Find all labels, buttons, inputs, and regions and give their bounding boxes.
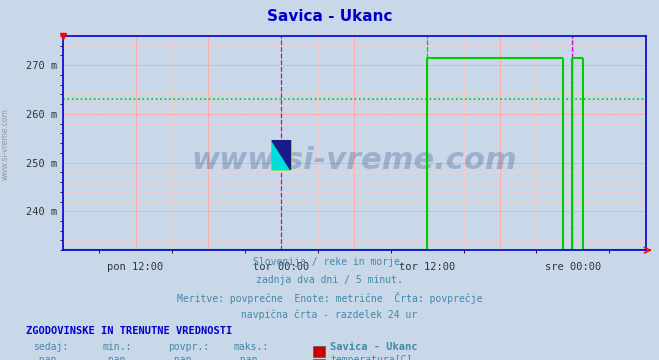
- Text: povpr.:: povpr.:: [168, 342, 209, 352]
- Text: Slovenija / reke in morje.: Slovenija / reke in morje.: [253, 257, 406, 267]
- Text: sedaj:: sedaj:: [33, 342, 68, 352]
- Text: navpična črta - razdelek 24 ur: navpična črta - razdelek 24 ur: [241, 309, 418, 320]
- Text: www.si-vreme.com: www.si-vreme.com: [1, 108, 10, 180]
- Text: temperatura[C]: temperatura[C]: [330, 355, 413, 360]
- Text: Meritve: povprečne  Enote: metrične  Črta: povprečje: Meritve: povprečne Enote: metrične Črta:…: [177, 292, 482, 304]
- Text: Savica - Ukanc: Savica - Ukanc: [330, 342, 417, 352]
- Text: -nan: -nan: [102, 355, 126, 360]
- Polygon shape: [272, 141, 291, 170]
- Text: maks.:: maks.:: [234, 342, 269, 352]
- Text: zadnja dva dni / 5 minut.: zadnja dva dni / 5 minut.: [256, 275, 403, 285]
- Text: -nan: -nan: [234, 355, 258, 360]
- Text: ZGODOVINSKE IN TRENUTNE VREDNOSTI: ZGODOVINSKE IN TRENUTNE VREDNOSTI: [26, 326, 233, 336]
- Text: -nan: -nan: [33, 355, 57, 360]
- Text: tor 12:00: tor 12:00: [399, 262, 455, 272]
- Text: sre 00:00: sre 00:00: [545, 262, 601, 272]
- Text: min.:: min.:: [102, 342, 132, 352]
- Bar: [272, 141, 291, 170]
- Text: Savica - Ukanc: Savica - Ukanc: [267, 9, 392, 24]
- Text: -nan: -nan: [168, 355, 192, 360]
- Text: pon 12:00: pon 12:00: [107, 262, 163, 272]
- Text: www.si-vreme.com: www.si-vreme.com: [191, 146, 517, 175]
- Polygon shape: [272, 141, 291, 170]
- Text: tor 00:00: tor 00:00: [253, 262, 310, 272]
